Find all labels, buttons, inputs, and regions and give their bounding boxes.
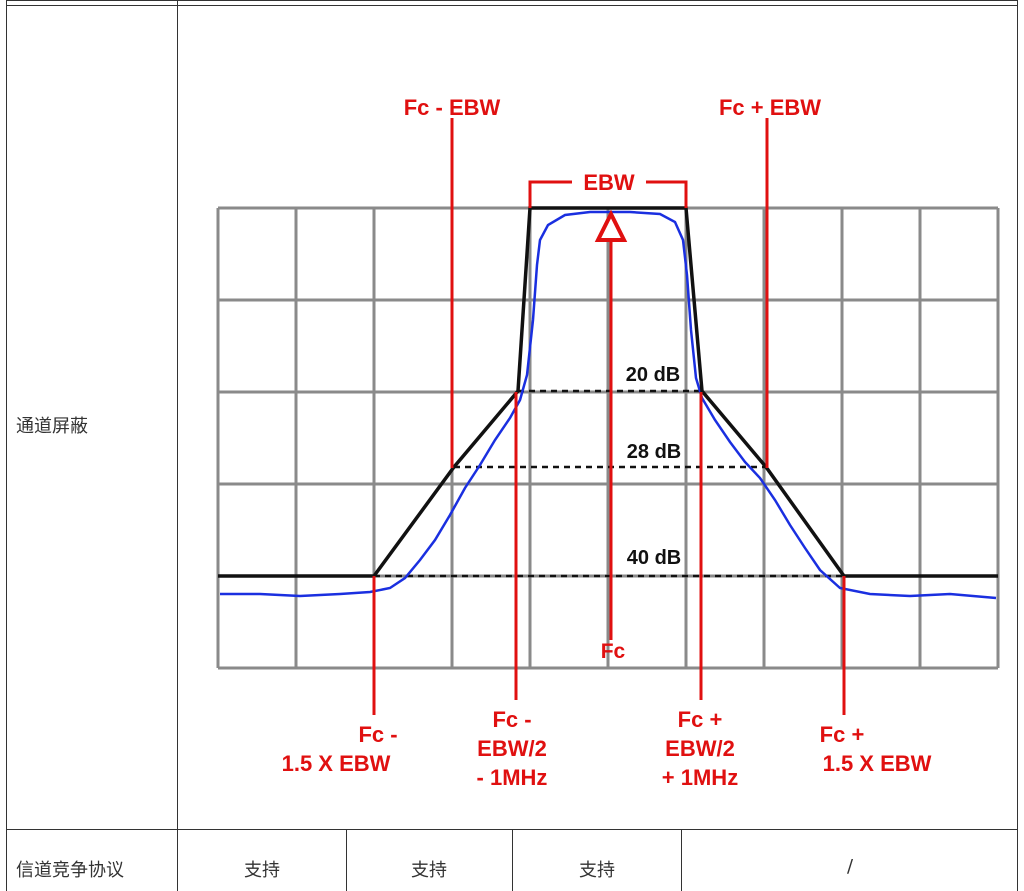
label-28db: 28 dB <box>627 441 681 463</box>
table-cell: 支持 <box>411 860 447 881</box>
table-border-top <box>6 0 1018 1</box>
label-fc-minus-1-5-ebw: Fc - <box>358 722 397 747</box>
table-border-left <box>6 0 7 891</box>
fc-marker-icon <box>594 209 628 242</box>
spectrum-trace <box>220 210 997 600</box>
label-fc-minus-ebw: Fc - EBW <box>404 95 501 120</box>
column-divider-3 <box>512 829 513 891</box>
table-border-right <box>1017 0 1018 891</box>
column-divider-main <box>177 0 178 891</box>
row-label-channel-contention: 信道竞争协议 <box>16 860 124 881</box>
label-fc-plus-ebw: Fc + EBW <box>719 95 821 120</box>
label-fc-plus-half-ebw: + 1MHz <box>662 765 738 790</box>
label-fc-plus-half-ebw: EBW/2 <box>665 736 735 761</box>
label-20db: 20 dB <box>626 364 680 386</box>
label-40db: 40 dB <box>627 547 681 569</box>
grid <box>216 206 1000 670</box>
label-fc-minus-half-ebw: EBW/2 <box>477 736 547 761</box>
label-fc-plus-1-5-ebw: 1.5 X EBW <box>823 751 932 776</box>
annotation-lines <box>372 118 846 715</box>
column-divider-2 <box>346 829 347 891</box>
table-cell: / <box>846 856 854 877</box>
label-fc-plus-1-5-ebw: Fc + <box>820 722 865 747</box>
table-cell: 支持 <box>579 860 615 881</box>
label-fc-minus-half-ebw: Fc - <box>492 707 531 732</box>
spectral-mask <box>218 206 998 578</box>
row-divider-top <box>6 5 1018 6</box>
row-label-channel-masking: 通道屏蔽 <box>16 416 88 437</box>
label-fc-minus-half-ebw: - 1MHz <box>477 765 548 790</box>
table-cell: 支持 <box>244 860 280 881</box>
column-divider-4 <box>681 829 682 891</box>
label-ebw: EBW <box>583 170 635 195</box>
label-fc-plus-half-ebw: Fc + <box>678 707 723 732</box>
label-fc-minus-1-5-ebw: 1.5 X EBW <box>282 751 391 776</box>
label-fc: Fc <box>601 640 626 663</box>
